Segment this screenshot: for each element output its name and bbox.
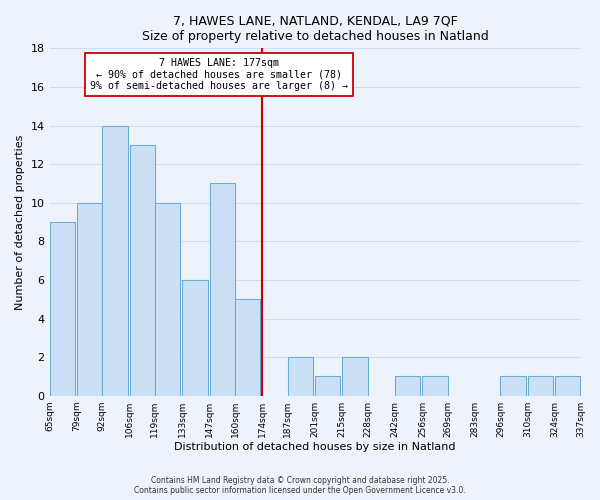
Bar [77,202,102,396]
Title: 7, HAWES LANE, NATLAND, KENDAL, LA9 7QF
Size of property relative to detached ho: 7, HAWES LANE, NATLAND, KENDAL, LA9 7QF … [142,15,488,43]
Bar [235,299,260,396]
Bar [155,202,181,396]
Text: Contains HM Land Registry data © Crown copyright and database right 2025.
Contai: Contains HM Land Registry data © Crown c… [134,476,466,495]
Bar [287,357,313,396]
X-axis label: Distribution of detached houses by size in Natland: Distribution of detached houses by size … [174,442,456,452]
Text: 7 HAWES LANE: 177sqm
← 90% of detached houses are smaller (78)
9% of semi-detach: 7 HAWES LANE: 177sqm ← 90% of detached h… [91,58,349,91]
Bar [130,145,155,396]
Bar [500,376,526,396]
Bar [422,376,448,396]
Bar [315,376,340,396]
Bar [555,376,580,396]
Bar [50,222,75,396]
Y-axis label: Number of detached properties: Number of detached properties [15,134,25,310]
Bar [182,280,208,396]
Bar [343,357,368,396]
Bar [528,376,553,396]
Bar [395,376,421,396]
Bar [209,184,235,396]
Bar [102,126,128,396]
